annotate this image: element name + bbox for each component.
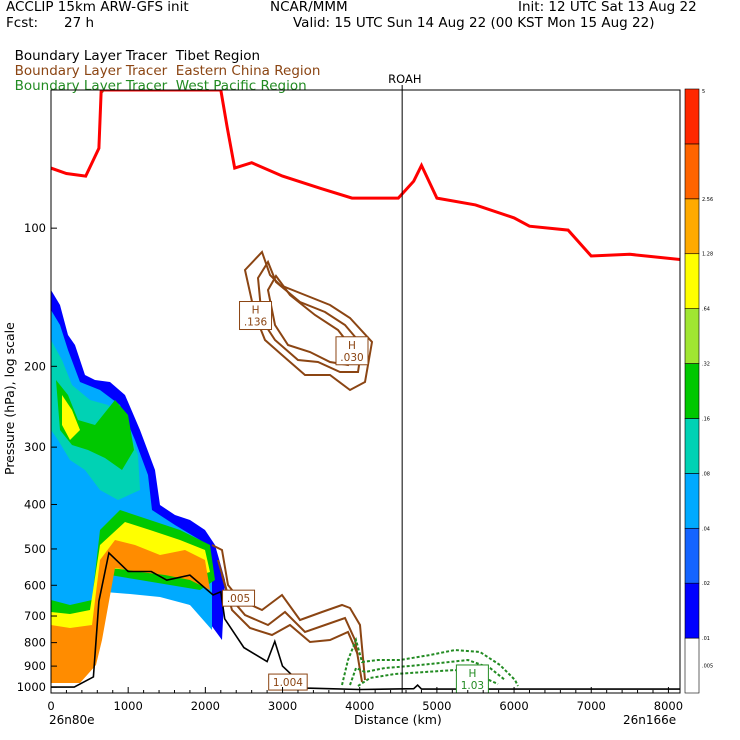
contour-lower-3 [221, 574, 359, 656]
model-title: ACCLIP 15km ARW-GFS init [6, 0, 189, 15]
y-tick-label: 300 [24, 440, 46, 454]
tracer-name: Boundary Layer Tracer [14, 63, 168, 79]
y-tick-label: 800 [24, 636, 46, 650]
x-axis-ticks: 0 1000 2000 3000 4000 5000 6000 7000 8000 [47, 687, 683, 713]
x-tick-label: 6000 [499, 699, 528, 713]
high-box [335, 336, 369, 366]
x-tick-label: 0 [47, 699, 54, 713]
high-value: .136 [244, 317, 268, 329]
color-bar: .005 .01 .02 .04 .08 .16 .32 .64 1.28 2.56 5 [684, 88, 713, 694]
high-marker: .005 [222, 589, 256, 607]
y-tick-label: 100 [24, 221, 46, 235]
shade-yellow-low [51, 522, 210, 630]
red-line-group [51, 90, 680, 261]
shade-green [56, 380, 134, 470]
plot-frame [50, 89, 681, 694]
x-tick-label: 7000 [577, 699, 606, 713]
tracer-name: Boundary Layer Tracer [14, 48, 168, 64]
tracer-region: Eastern China Region [175, 63, 321, 79]
color-bar-tick: .08 [702, 471, 710, 477]
high-value: .005 [227, 593, 250, 605]
color-bar-tick: 1.28 [702, 252, 713, 258]
color-bar-segment [684, 363, 700, 419]
contour-lower-1 [211, 544, 366, 681]
y-tick-label: 900 [24, 659, 46, 673]
y-axis-label: Pressure (hPa), log scale [2, 322, 17, 475]
color-bar-segment [684, 253, 700, 309]
y-axis-ticks: 100 200 300 400 500 600 700 800 900 1000 [17, 221, 57, 694]
color-bar-segment [684, 473, 700, 529]
color-bar-segment [684, 198, 700, 255]
high-value: .030 [340, 352, 363, 364]
color-bar-segment [684, 637, 700, 694]
fcst-label: Fcst: [6, 15, 39, 31]
org-label: NCAR/MMM [270, 0, 348, 15]
high-marker: H1.03 [455, 664, 489, 694]
color-bar-tick: .01 [702, 636, 710, 642]
x-axis-label: Distance (km) [354, 712, 442, 727]
color-bar-tick: .04 [702, 526, 710, 532]
west-pacific-contours [341, 636, 519, 687]
high-box [239, 301, 273, 331]
color-bar-segment [684, 143, 700, 200]
color-bar-tick: 5 [702, 89, 705, 95]
high-letter: H [252, 305, 260, 317]
color-bar-tick: 2.56 [702, 197, 713, 203]
y-tick-label: 400 [24, 497, 46, 511]
terrain-group [51, 551, 680, 691]
tropopause-red-line [51, 90, 680, 261]
high-letter: H [348, 340, 356, 352]
tracer-eastern-china: Boundary Layer Tracer Eastern China Regi… [6, 49, 321, 79]
station-label: ROAH [388, 72, 421, 86]
x-tick-label: 5000 [422, 699, 451, 713]
high-marker: 1.004 [268, 673, 308, 691]
contour-wp-1 [341, 636, 519, 687]
color-bar-segment [684, 527, 700, 584]
eastern-china-contours [211, 250, 374, 683]
high-marker: H.030 [335, 336, 369, 366]
color-bar-tick: .005 [702, 664, 713, 670]
y-tick-label: 700 [24, 609, 46, 623]
x-tick-label: 3000 [268, 699, 297, 713]
high-letter: H [468, 668, 476, 680]
shade-orange [51, 540, 210, 683]
y-tick-label: 200 [24, 359, 46, 373]
tracer-tibet: Boundary Layer Tracer Tibet Region [6, 34, 260, 64]
color-bar-tick: .32 [702, 362, 710, 368]
color-bar-segment [684, 308, 700, 364]
y-tick-label: 600 [24, 578, 46, 592]
valid-time: Valid: 15 UTC Sun 14 Aug 22 (00 KST Mon … [293, 15, 655, 31]
color-bar-segment [684, 88, 700, 145]
y-tick-label: 500 [24, 542, 46, 556]
left-endpoint-label: 26n80e [49, 713, 95, 727]
x-tick-label: 8000 [654, 699, 683, 713]
terrain-line [51, 551, 680, 691]
color-bar-segment [684, 582, 700, 639]
shade-yellow [62, 395, 80, 440]
high-value: 1.03 [461, 680, 484, 692]
init-time: Init: 12 UTC Sat 13 Aug 22 [518, 0, 697, 15]
x-tick-label: 2000 [191, 699, 220, 713]
high-marker: H.136 [239, 301, 273, 331]
color-bar-tick: .64 [702, 307, 710, 313]
high-box [455, 664, 489, 694]
color-bar-segment [684, 418, 700, 474]
x-tick-label: 4000 [345, 699, 374, 713]
x-tick-label: 1000 [114, 699, 143, 713]
color-bar-tick: .02 [702, 581, 710, 587]
y-tick-label: 1000 [17, 680, 46, 694]
fcst-value: 27 h [64, 15, 95, 31]
station-group: ROAH [388, 72, 422, 693]
high-value: 1.004 [273, 677, 303, 689]
tracer-region: Tibet Region [175, 48, 261, 64]
tracer-shading [51, 290, 225, 683]
high-box [268, 673, 308, 691]
right-endpoint-label: 26n166e [623, 713, 676, 727]
contour-lower-2 [217, 559, 363, 683]
color-bar-tick: .16 [702, 416, 710, 422]
high-box [222, 589, 256, 607]
